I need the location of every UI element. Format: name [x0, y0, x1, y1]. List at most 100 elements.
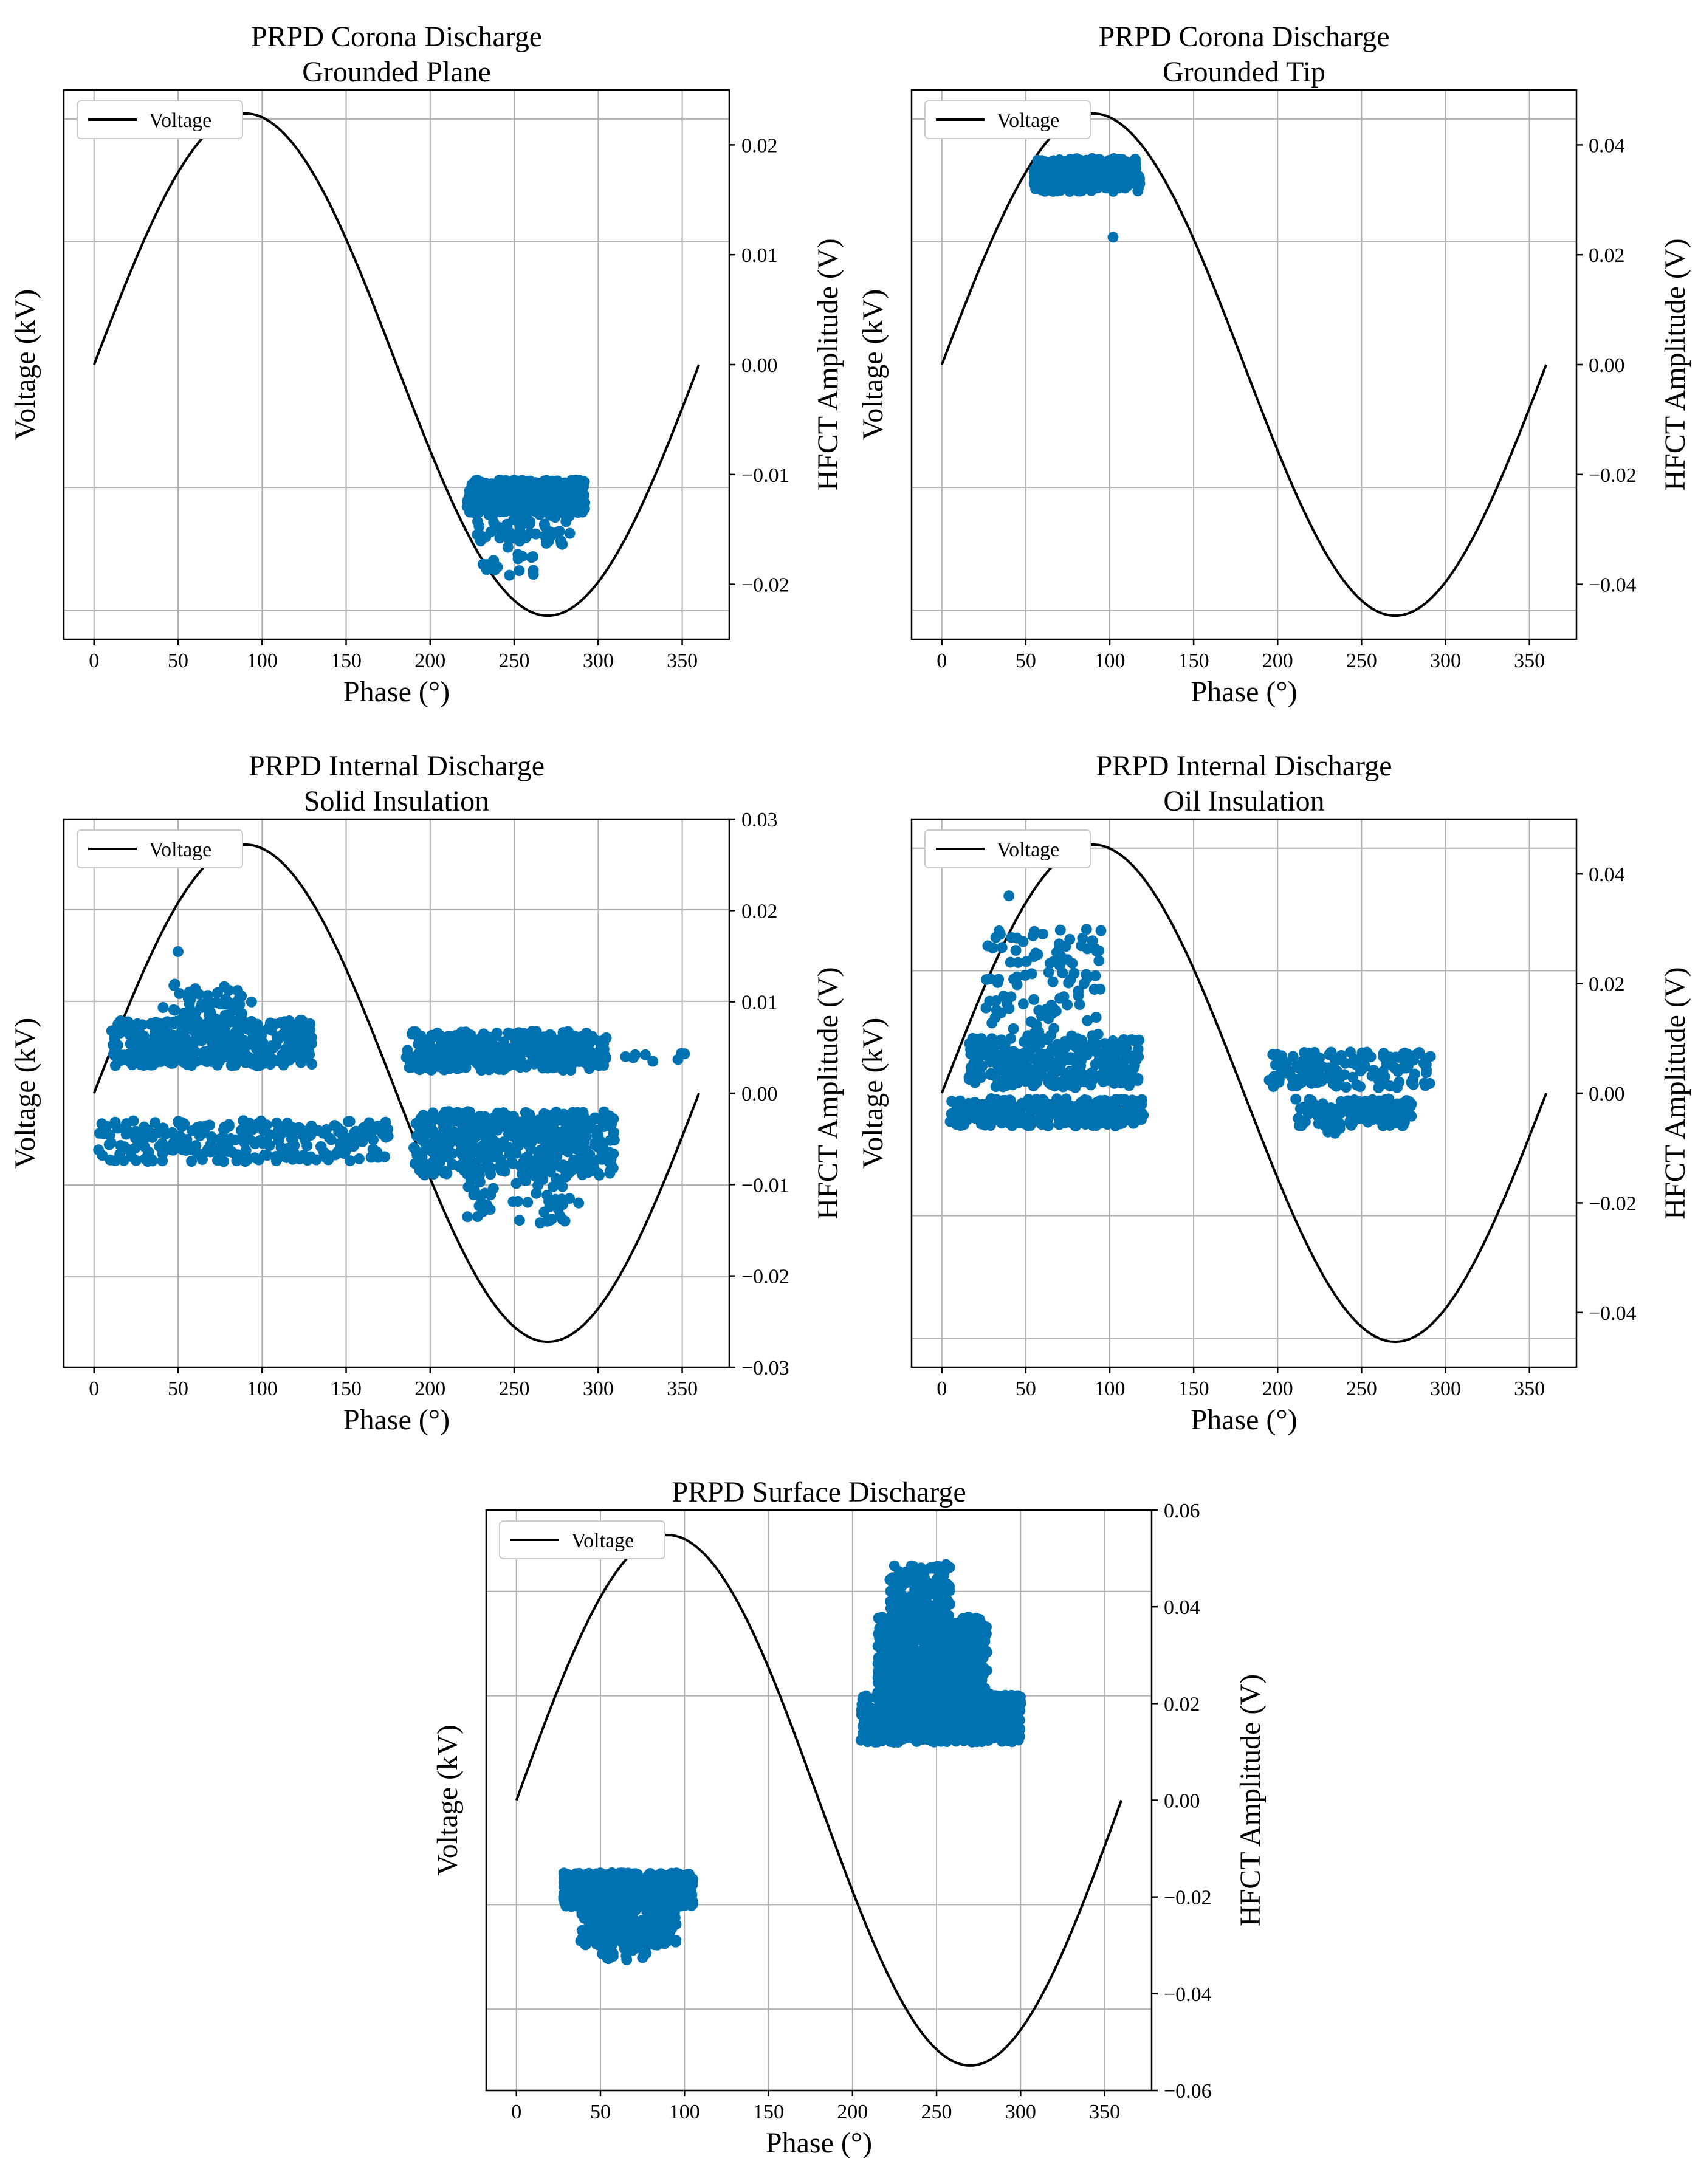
discharge-point	[169, 978, 180, 990]
discharge-point	[213, 1039, 224, 1050]
discharge-point	[539, 1042, 551, 1053]
legend: Voltage	[924, 829, 1091, 868]
x-tick-label: 350	[667, 650, 698, 672]
discharge-point	[608, 1148, 619, 1159]
discharge-point	[1421, 1064, 1432, 1076]
discharge-point	[1028, 1116, 1039, 1127]
discharge-point	[462, 1126, 473, 1138]
discharge-point	[111, 1049, 122, 1060]
chart-title: PRPD Corona Discharge	[251, 21, 542, 53]
discharge-point	[1026, 968, 1037, 980]
discharge-point	[528, 569, 539, 580]
discharge-point	[1051, 184, 1063, 195]
discharge-point	[498, 1136, 509, 1148]
discharge-points	[461, 475, 591, 581]
discharge-point	[510, 1147, 522, 1159]
discharge-point	[1280, 1067, 1291, 1079]
discharge-point	[539, 1141, 551, 1153]
discharge-point	[373, 1152, 384, 1163]
y-tick-label-right: −0.03	[741, 1357, 789, 1379]
discharge-point	[195, 1002, 207, 1014]
legend-label: Voltage	[997, 109, 1059, 132]
x-tick-label: 300	[583, 650, 614, 672]
discharge-point	[258, 1149, 270, 1161]
discharge-point	[244, 1022, 255, 1033]
discharge-point	[1347, 1071, 1358, 1083]
discharge-point	[532, 1114, 544, 1126]
x-tick-label: 0	[937, 650, 947, 672]
y-tick-label-right: 0.00	[1589, 354, 1625, 377]
discharge-point	[593, 1130, 604, 1141]
discharge-point	[546, 1214, 557, 1225]
discharge-point	[142, 1156, 153, 1167]
discharge-point	[540, 487, 552, 499]
discharge-point	[1082, 1015, 1093, 1026]
discharge-point	[345, 1155, 356, 1167]
discharge-point	[532, 1180, 543, 1191]
discharge-point	[1091, 1039, 1102, 1050]
discharge-point	[512, 1196, 524, 1207]
discharge-point	[167, 1139, 177, 1151]
discharge-point	[1005, 991, 1017, 1003]
discharge-point	[1028, 994, 1040, 1005]
discharge-point	[857, 1721, 868, 1732]
discharge-point	[608, 1135, 620, 1145]
discharge-point	[368, 1125, 379, 1136]
discharge-point	[1409, 1068, 1420, 1080]
chart-title: Oil Insulation	[1163, 785, 1324, 817]
discharge-point	[926, 1731, 937, 1743]
discharge-point	[1003, 890, 1015, 902]
discharge-point	[1025, 1016, 1037, 1028]
discharge-point	[954, 1113, 966, 1124]
discharge-point	[109, 1155, 121, 1166]
discharge-point	[521, 476, 533, 487]
discharge-point	[978, 1039, 989, 1051]
discharge-point	[461, 1164, 472, 1175]
discharge-point	[171, 1015, 183, 1027]
discharge-point	[566, 498, 577, 509]
discharge-point	[573, 1043, 585, 1054]
discharge-point	[350, 1125, 362, 1137]
discharge-point	[452, 1053, 464, 1064]
discharge-point	[194, 1121, 206, 1132]
discharge-point	[510, 1178, 522, 1189]
discharge-point	[329, 1120, 340, 1131]
y-axis-label-right: HFCT Amplitude (V)	[1659, 967, 1691, 1219]
discharge-point	[557, 1059, 568, 1070]
discharge-point	[1394, 1076, 1405, 1088]
discharge-point	[1112, 154, 1123, 166]
discharge-point	[1406, 1110, 1417, 1122]
discharge-point	[542, 1118, 554, 1129]
discharge-point	[1329, 1127, 1341, 1139]
discharge-point	[1012, 1063, 1024, 1075]
discharge-point	[1085, 1079, 1096, 1091]
discharge-point	[264, 1017, 276, 1029]
discharge-point	[368, 1134, 379, 1145]
legend-box	[77, 100, 243, 139]
discharge-point	[414, 1164, 425, 1176]
discharge-point	[569, 1030, 580, 1042]
discharge-point	[492, 1146, 503, 1158]
discharge-point	[519, 1153, 531, 1164]
discharge-point	[125, 1024, 136, 1035]
discharge-point	[1087, 1071, 1098, 1082]
discharge-point	[969, 1058, 980, 1070]
discharge-point	[1082, 972, 1093, 983]
discharge-point	[221, 1040, 232, 1051]
x-tick-label: 300	[1430, 1378, 1461, 1400]
discharge-point	[507, 1119, 518, 1130]
discharge-point	[190, 1140, 202, 1152]
discharge-point	[563, 510, 575, 522]
discharge-point	[108, 1039, 119, 1051]
y-tick-label-right: 0.02	[741, 900, 778, 922]
discharge-point	[972, 1707, 983, 1719]
discharge-point	[181, 1134, 193, 1145]
discharge-point	[211, 1048, 223, 1060]
discharge-points	[1028, 153, 1146, 243]
discharge-point	[139, 1141, 150, 1152]
discharge-point	[1128, 160, 1139, 172]
discharge-point	[1066, 1030, 1078, 1042]
discharge-point	[534, 1217, 546, 1229]
x-tick-label: 0	[89, 1378, 99, 1400]
